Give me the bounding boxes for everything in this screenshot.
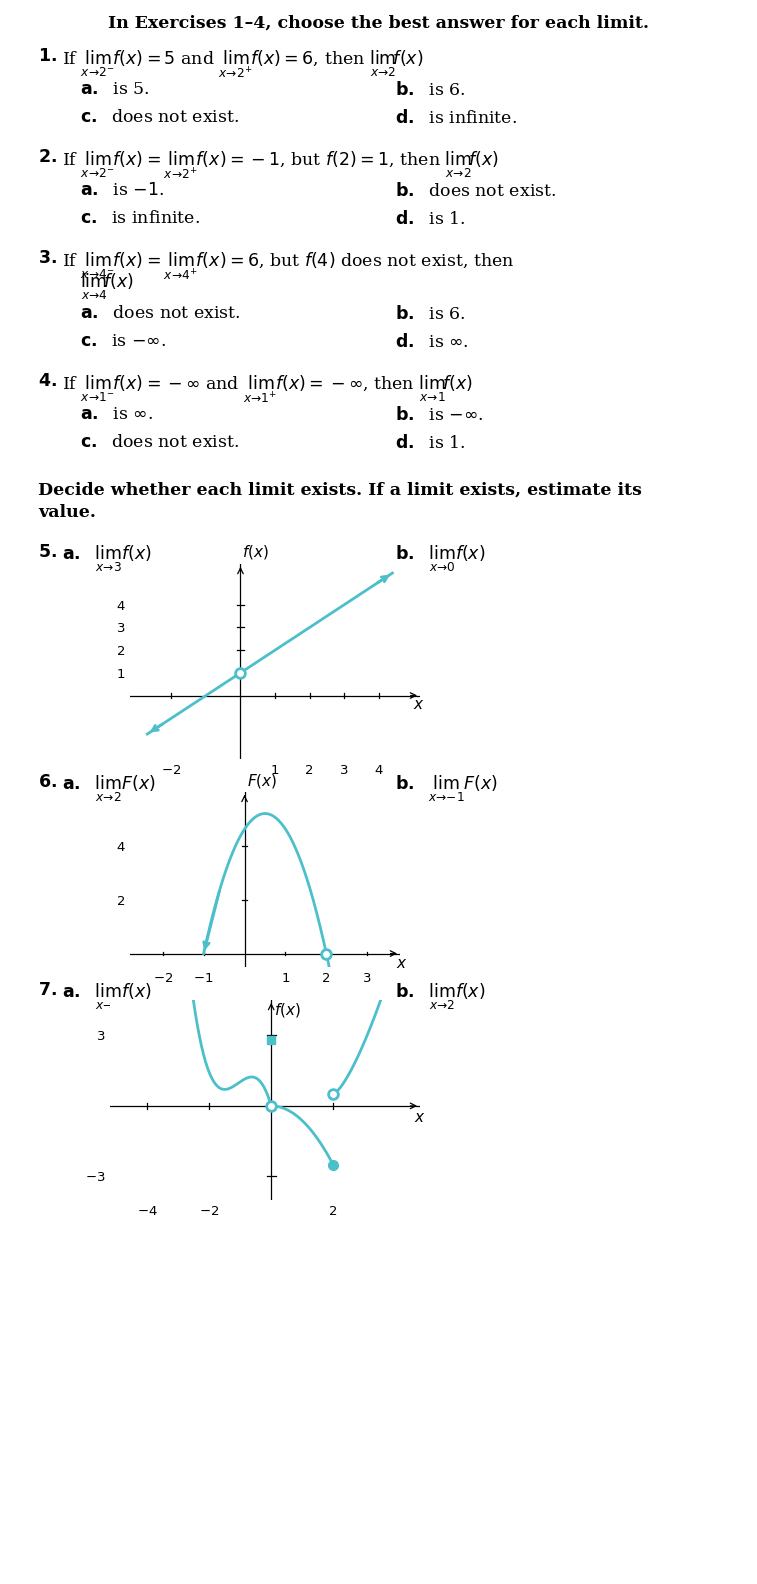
Text: $\mathbf{a.}$  $\lim_{x\to 2} F(x)$: $\mathbf{a.}$ $\lim_{x\to 2} F(x)$ [62,775,156,805]
Text: $\mathbf{b.}$  $\lim_{x\to -1} F(x)$: $\mathbf{b.}$ $\lim_{x\to -1} F(x)$ [395,775,498,805]
Text: $x$: $x$ [413,699,425,713]
Text: If $\lim_{x\to 4^-}\!f(x) = \lim_{x\to 4^+}\!f(x) = 6$, but $f(4)$ does not exis: If $\lim_{x\to 4^-}\!f(x) = \lim_{x\to 4… [62,250,515,282]
Text: $\mathbf{c.}$  does not exist.: $\mathbf{c.}$ does not exist. [80,109,239,127]
Text: $\mathbf{c.}$  does not exist.: $\mathbf{c.}$ does not exist. [80,434,239,451]
Text: Decide whether each limit exists. If a limit exists, estimate its: Decide whether each limit exists. If a l… [38,482,642,499]
Text: $\mathbf{d.}$  is $\infty$.: $\mathbf{d.}$ is $\infty$. [395,333,469,352]
Text: $x$: $x$ [396,957,407,971]
Text: value.: value. [38,504,96,521]
Text: $\lim_{x\to 4}\!f(x)$: $\lim_{x\to 4}\!f(x)$ [80,272,134,303]
Text: $\mathbf{a.}$  is 5.: $\mathbf{a.}$ is 5. [80,81,150,98]
Text: $\mathbf{b.}$  $\lim_{x\to 2} f(x)$: $\mathbf{b.}$ $\lim_{x\to 2} f(x)$ [395,982,485,1012]
Text: $\mathbf{7.}$: $\mathbf{7.}$ [38,982,57,1000]
Text: $\mathbf{d.}$  is infinite.: $\mathbf{d.}$ is infinite. [395,109,517,127]
Text: $\mathbf{1.}$: $\mathbf{1.}$ [38,48,57,65]
Text: $\mathbf{5.}$: $\mathbf{5.}$ [38,543,57,561]
Text: $\mathbf{b.}$  is 6.: $\mathbf{b.}$ is 6. [395,306,466,323]
Text: $f(x)$: $f(x)$ [274,1001,301,1019]
Text: $\mathbf{c.}$  is $-\infty$.: $\mathbf{c.}$ is $-\infty$. [80,333,167,350]
Text: $f(x)$: $f(x)$ [242,543,269,561]
Text: $\mathbf{a.}$  $\lim_{x\to 3} f(x)$: $\mathbf{a.}$ $\lim_{x\to 3} f(x)$ [62,543,152,575]
Text: $\mathbf{b.}$  is 6.: $\mathbf{b.}$ is 6. [395,81,466,98]
Text: $x$: $x$ [414,1110,425,1125]
Text: $\mathbf{4.}$: $\mathbf{4.}$ [38,372,57,390]
Text: $\mathbf{d.}$  is 1.: $\mathbf{d.}$ is 1. [395,434,466,451]
Text: In Exercises 1–4, choose the best answer for each limit.: In Exercises 1–4, choose the best answer… [108,14,649,32]
Text: $\mathbf{a.}$  $\lim_{x\to 0} f(x)$: $\mathbf{a.}$ $\lim_{x\to 0} f(x)$ [62,982,152,1012]
Text: $\mathbf{a.}$  does not exist.: $\mathbf{a.}$ does not exist. [80,306,241,322]
Text: $\mathbf{a.}$  is $-1$.: $\mathbf{a.}$ is $-1$. [80,182,164,200]
Text: $\mathbf{3.}$: $\mathbf{3.}$ [38,250,57,268]
Text: If $\lim_{x\to 2^-}\!f(x) = \lim_{x\to 2^+}\!f(x) = -1$, but $f(2)=1$, then $\li: If $\lim_{x\to 2^-}\!f(x) = \lim_{x\to 2… [62,149,499,181]
Text: $F(x)$: $F(x)$ [247,773,277,790]
Text: $\mathbf{b.}$  does not exist.: $\mathbf{b.}$ does not exist. [395,182,556,200]
Text: $\mathbf{b.}$  is $-\infty$.: $\mathbf{b.}$ is $-\infty$. [395,406,484,425]
Text: $\mathbf{b.}$  $\lim_{x\to 0} f(x)$: $\mathbf{b.}$ $\lim_{x\to 0} f(x)$ [395,543,485,575]
Text: $\mathbf{d.}$  is 1.: $\mathbf{d.}$ is 1. [395,211,466,228]
Text: $\mathbf{2.}$: $\mathbf{2.}$ [38,149,57,166]
Text: If $\lim_{x\to 2^-}\!f(x) = 5$ and $\lim_{x\to 2^+}\!f(x) = 6$, then $\lim_{x\to: If $\lim_{x\to 2^-}\!f(x) = 5$ and $\lim… [62,48,423,79]
Text: If $\lim_{x\to 1^-}\!f(x) = -\infty$ and $\lim_{x\to 1^+}\!f(x) = -\infty$, then: If $\lim_{x\to 1^-}\!f(x) = -\infty$ and… [62,372,473,404]
Text: $\mathbf{c.}$  is infinite.: $\mathbf{c.}$ is infinite. [80,211,200,227]
Text: $\mathbf{6.}$: $\mathbf{6.}$ [38,775,57,790]
Text: $\mathbf{a.}$  is $\infty$.: $\mathbf{a.}$ is $\infty$. [80,406,153,423]
